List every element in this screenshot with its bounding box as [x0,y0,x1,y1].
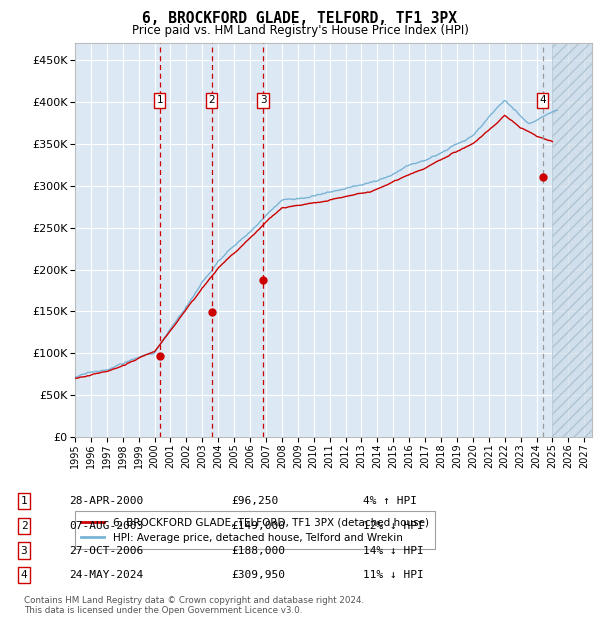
Text: Price paid vs. HM Land Registry's House Price Index (HPI): Price paid vs. HM Land Registry's House … [131,24,469,37]
Text: 14% ↓ HPI: 14% ↓ HPI [363,546,424,556]
Text: Contains HM Land Registry data © Crown copyright and database right 2024.
This d: Contains HM Land Registry data © Crown c… [24,596,364,615]
Text: 1: 1 [157,95,163,105]
Text: 07-AUG-2003: 07-AUG-2003 [69,521,143,531]
Text: 4: 4 [20,570,28,580]
Text: 12% ↓ HPI: 12% ↓ HPI [363,521,424,531]
Text: £188,000: £188,000 [231,546,285,556]
Text: 11% ↓ HPI: 11% ↓ HPI [363,570,424,580]
Legend: 6, BROCKFORD GLADE, TELFORD, TF1 3PX (detached house), HPI: Average price, detac: 6, BROCKFORD GLADE, TELFORD, TF1 3PX (de… [75,512,435,549]
Text: 2: 2 [20,521,28,531]
Text: 3: 3 [20,546,28,556]
Text: 2: 2 [209,95,215,105]
Text: 24-MAY-2024: 24-MAY-2024 [69,570,143,580]
Text: 27-OCT-2006: 27-OCT-2006 [69,546,143,556]
Text: 6, BROCKFORD GLADE, TELFORD, TF1 3PX: 6, BROCKFORD GLADE, TELFORD, TF1 3PX [143,11,458,26]
Text: 28-APR-2000: 28-APR-2000 [69,496,143,506]
Text: 3: 3 [260,95,266,105]
Text: 1: 1 [20,496,28,506]
Text: 4% ↑ HPI: 4% ↑ HPI [363,496,417,506]
Text: £149,000: £149,000 [231,521,285,531]
Text: £309,950: £309,950 [231,570,285,580]
Text: £96,250: £96,250 [231,496,278,506]
Text: 4: 4 [539,95,546,105]
